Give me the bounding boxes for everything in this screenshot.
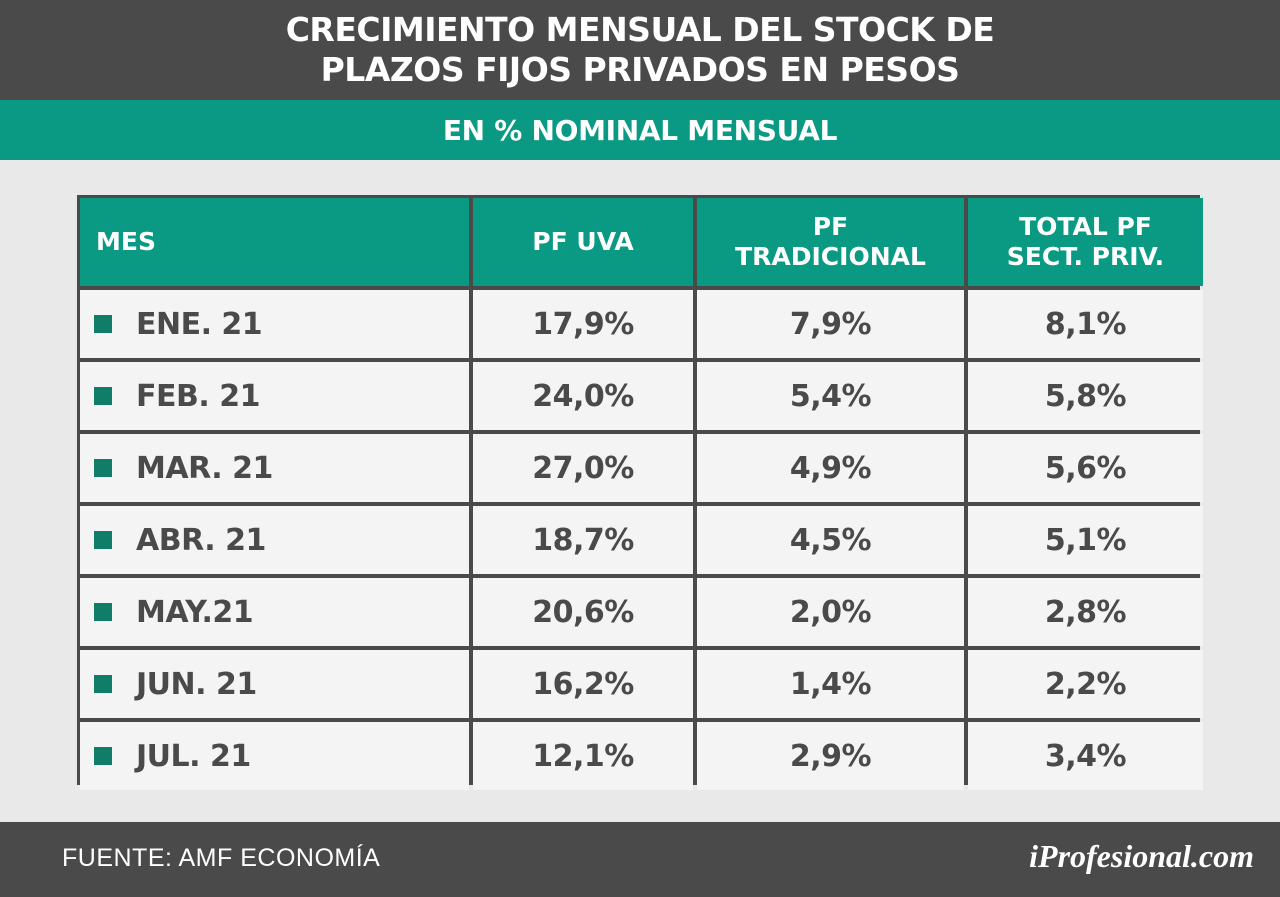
square-bullet-icon	[94, 459, 112, 477]
value-cell: 5,4%	[697, 362, 964, 430]
value-cell: 12,1%	[473, 722, 693, 790]
brand-logo: iProfesional.com	[1029, 838, 1254, 874]
month-cell: MAR. 21	[80, 434, 469, 502]
value-cell: 4,9%	[697, 434, 964, 502]
month-label: FEB. 21	[136, 378, 260, 414]
value-cell: 5,1%	[968, 506, 1203, 574]
value-cell: 8,1%	[968, 290, 1203, 358]
square-bullet-icon	[94, 675, 112, 693]
source-note: FUENTE: AMF ECONOMÍA	[62, 844, 381, 872]
column-header: TOTAL PF SECT. PRIV.	[968, 198, 1203, 286]
chart-title-line-1: CRECIMIENTO MENSUAL DEL STOCK DE	[285, 10, 995, 49]
value-cell: 17,9%	[473, 290, 693, 358]
month-label: ABR. 21	[136, 522, 266, 558]
value-cell: 4,5%	[697, 506, 964, 574]
value-cell: 2,8%	[968, 578, 1203, 646]
value-cell: 27,0%	[473, 434, 693, 502]
value-cell: 5,6%	[968, 434, 1203, 502]
value-cell: 5,8%	[968, 362, 1203, 430]
month-label: MAY.21	[136, 594, 254, 630]
value-cell: 2,0%	[697, 578, 964, 646]
chart-title-line-2: PLAZOS FIJOS PRIVADOS EN PESOS	[320, 50, 960, 89]
column-header: PF TRADICIONAL	[697, 198, 964, 286]
value-cell: 18,7%	[473, 506, 693, 574]
value-cell: 2,2%	[968, 650, 1203, 718]
month-label: JUL. 21	[136, 738, 251, 774]
footer-bar: FUENTE: AMF ECONOMÍA iProfesional.com	[0, 822, 1280, 897]
square-bullet-icon	[94, 387, 112, 405]
month-cell: MAY.21	[80, 578, 469, 646]
column-header: MES	[80, 198, 469, 286]
square-bullet-icon	[94, 531, 112, 549]
square-bullet-icon	[94, 315, 112, 333]
value-cell: 2,9%	[697, 722, 964, 790]
month-cell: ENE. 21	[80, 290, 469, 358]
month-cell: JUL. 21	[80, 722, 469, 790]
chart-subtitle: EN % NOMINAL MENSUAL	[0, 100, 1280, 160]
value-cell: 3,4%	[968, 722, 1203, 790]
month-cell: FEB. 21	[80, 362, 469, 430]
title-banner: CRECIMIENTO MENSUAL DEL STOCK DE PLAZOS …	[0, 0, 1280, 100]
data-table: MES PF UVA PF TRADICIONAL TOTAL PF SECT. PR…	[77, 195, 1203, 790]
value-cell: 7,9%	[697, 290, 964, 358]
value-cell: 24,0%	[473, 362, 693, 430]
value-cell: 1,4%	[697, 650, 964, 718]
month-cell: JUN. 21	[80, 650, 469, 718]
month-label: MAR. 21	[136, 450, 273, 486]
month-label: JUN. 21	[136, 666, 257, 702]
month-label: ENE. 21	[136, 306, 263, 342]
square-bullet-icon	[94, 747, 112, 765]
column-header: PF UVA	[473, 198, 693, 286]
square-bullet-icon	[94, 603, 112, 621]
value-cell: 16,2%	[473, 650, 693, 718]
month-cell: ABR. 21	[80, 506, 469, 574]
value-cell: 20,6%	[473, 578, 693, 646]
